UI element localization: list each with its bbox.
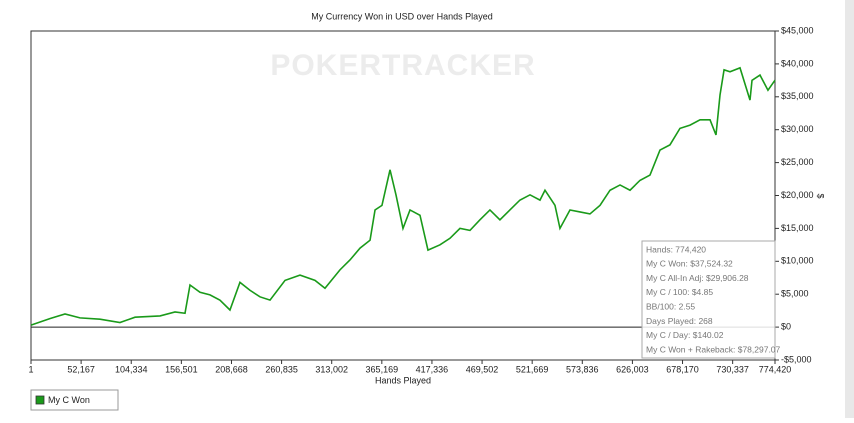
x-tick-label: 1 xyxy=(28,364,33,374)
x-tick-label: 573,836 xyxy=(566,364,599,374)
x-tick-label: 417,336 xyxy=(416,364,449,374)
y-tick-label: -$5,000 xyxy=(781,354,812,364)
y-tick-label: $35,000 xyxy=(781,91,814,101)
stats-line: BB/100: 2.55 xyxy=(646,301,695,311)
x-tick-label: 521,669 xyxy=(516,364,549,374)
y-tick-label: $40,000 xyxy=(781,58,814,68)
x-tick-label: 313,002 xyxy=(315,364,348,374)
stats-line: My C Won + Rakeback: $78,297.07 xyxy=(646,344,781,354)
stats-line: Hands: 774,420 xyxy=(646,244,706,254)
y-tick-label: $30,000 xyxy=(781,124,814,134)
stats-line: Days Played: 268 xyxy=(646,316,713,326)
x-axis-label: Hands Played xyxy=(375,375,431,385)
legend-swatch xyxy=(35,395,45,405)
legend: My C Won xyxy=(30,389,119,411)
stats-line: My C Won: $37,524.32 xyxy=(646,259,733,269)
window-edge xyxy=(845,0,854,418)
x-tick-label: 730,337 xyxy=(716,364,749,374)
x-tick-label: 260,835 xyxy=(265,364,298,374)
x-tick-label: 365,169 xyxy=(366,364,399,374)
y-tick-label: $5,000 xyxy=(781,289,809,299)
series-line xyxy=(30,66,776,326)
y-tick-label: $45,000 xyxy=(781,25,814,35)
y-tick-label: $0 xyxy=(781,321,791,331)
y-tick-label: $10,000 xyxy=(781,256,814,266)
watermark: POKERTRACKER xyxy=(270,49,535,82)
x-tick-label: 469,502 xyxy=(466,364,499,374)
plot: -$5,000 $0 $5,000 $10,000 $15,000 $20,000 $25,… xyxy=(28,25,813,374)
y-tick-label: $15,000 xyxy=(781,223,814,233)
stats-lines: Hands: 774,420 My C Won: $37,524.32 My C A… xyxy=(646,244,781,354)
x-tick-label: 52,167 xyxy=(67,364,95,374)
stats-line: My C All-In Adj: $29,906.28 xyxy=(646,273,749,283)
legend-box xyxy=(30,389,119,411)
y-tick-label: $20,000 xyxy=(781,190,814,200)
stats-line: My C / Day: $140.02 xyxy=(646,330,724,340)
x-tick-label: 156,501 xyxy=(165,364,198,374)
stats-line: My C / 100: $4.85 xyxy=(646,287,713,297)
x-tick-label: 208,668 xyxy=(215,364,248,374)
y-axis-label: $ xyxy=(816,193,826,198)
x-tick-label: 626,003 xyxy=(616,364,649,374)
stats-box: Hands: 774,420 My C Won: $37,524.32 My C A… xyxy=(641,240,781,359)
x-tick-label: 104,334 xyxy=(115,364,148,374)
y-tick-label: $25,000 xyxy=(781,157,814,167)
chart-title: My Currency Won in USD over Hands Played xyxy=(311,11,492,21)
x-tick-label: 678,170 xyxy=(666,364,699,374)
x-tick-label: 774,420 xyxy=(759,364,792,374)
legend-label: My C Won xyxy=(48,395,90,405)
stats-box-bg xyxy=(641,240,776,359)
